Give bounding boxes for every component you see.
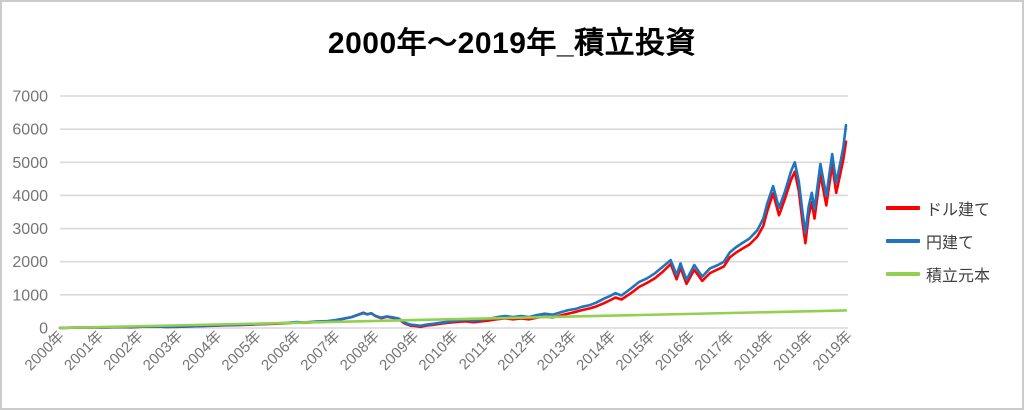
- series-line-usd: [58, 140, 848, 330]
- legend-item-usd: ドル建て: [886, 197, 990, 219]
- y-axis-tick-label: 7000: [12, 89, 48, 106]
- legend-label: 円建て: [926, 235, 975, 252]
- x-axis-tick-label: 2008年: [337, 328, 383, 374]
- legend-item-jpy: 円建て: [886, 230, 974, 252]
- legend-item-principal: 積立元本: [886, 263, 990, 285]
- y-axis-tick-label: 3000: [12, 221, 48, 238]
- x-axis-tick-label: 2005年: [219, 328, 265, 374]
- legend-label: 積立元本: [926, 268, 991, 285]
- x-axis-tick-label: 2014年: [573, 328, 619, 374]
- legend-swatch-line: [886, 272, 920, 276]
- legend-label: ドル建て: [926, 202, 991, 219]
- chart-title: 2000年～2019年_積立投資: [327, 27, 697, 60]
- x-axis-tick-label: 2019年: [770, 328, 816, 374]
- x-axis-tick-label: 2017年: [691, 328, 737, 374]
- y-axis-tick-label: 5000: [12, 155, 48, 172]
- y-axis-tick-label: 0: [39, 321, 48, 338]
- x-axis-tick-label: 2009年: [376, 328, 422, 374]
- x-axis-tick-label: 2016年: [652, 328, 698, 374]
- x-axis-tick-label: 2012年: [494, 328, 540, 374]
- x-axis-tick-label: 2015年: [613, 328, 659, 374]
- x-axis-tick-label: 2011年: [456, 328, 501, 373]
- series-line-jpy: [58, 123, 848, 330]
- y-axis-tick-label: 4000: [12, 188, 48, 205]
- y-axis-tick-label: 1000: [12, 287, 48, 304]
- x-axis-tick-label: 2003年: [140, 328, 186, 374]
- x-axis-tick-label: 2007年: [297, 328, 343, 374]
- legend-swatch-line: [886, 239, 920, 243]
- x-axis-tick-label: 2019年: [810, 328, 856, 374]
- x-axis-tick-label: 2018年: [731, 328, 777, 374]
- legend-swatch-line: [886, 206, 920, 210]
- y-axis-tick-label: 2000: [12, 254, 48, 271]
- x-axis-tick-label: 2013年: [534, 328, 580, 374]
- y-axis-tick-label: 6000: [12, 122, 48, 139]
- x-axis-tick-label: 2001年: [61, 328, 107, 374]
- x-axis-tick-label: 2002年: [100, 328, 146, 374]
- x-axis-tick-label: 2010年: [416, 328, 462, 374]
- x-axis-tick-label: 2006年: [258, 328, 304, 374]
- series-line-principal: [58, 309, 848, 330]
- x-axis-tick-label: 2004年: [179, 328, 225, 374]
